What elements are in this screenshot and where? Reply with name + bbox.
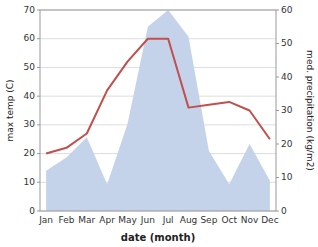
tick-label: 0 — [281, 206, 287, 216]
tick — [37, 211, 40, 212]
grid — [40, 10, 276, 211]
tick — [37, 96, 40, 97]
tick-label: 70 — [24, 5, 36, 15]
tick-label: Sep — [200, 215, 217, 225]
tick-label: 10 — [281, 172, 293, 182]
tick — [276, 10, 279, 11]
precip-area — [46, 10, 270, 211]
tick — [276, 144, 279, 145]
tick — [37, 67, 40, 68]
tick-label: 20 — [281, 139, 293, 149]
tick-label: Oct — [221, 215, 237, 225]
tick — [276, 77, 279, 78]
x-axis-label: date (month) — [121, 232, 195, 243]
tick-label: Jul — [162, 215, 174, 225]
tick-label: Jan — [38, 215, 53, 225]
right-axis: 0 10 20 30 40 50 60 — [276, 5, 293, 216]
tick — [37, 124, 40, 125]
y-axis-label: max temp (C) — [5, 79, 15, 141]
tick-label: 20 — [24, 148, 36, 158]
tick-label: 40 — [24, 91, 36, 101]
tick-label: Apr — [99, 215, 115, 225]
tick — [37, 153, 40, 154]
tick — [276, 211, 279, 212]
tick — [276, 177, 279, 178]
plot-frame — [40, 10, 276, 211]
tick-label: 50 — [281, 38, 293, 48]
tick-label: 30 — [281, 105, 293, 115]
tick-label: Jun — [140, 215, 155, 225]
tick — [37, 38, 40, 39]
tick-label: 60 — [24, 33, 36, 43]
tick — [37, 10, 40, 11]
marks — [46, 10, 270, 211]
tick-label: Mar — [78, 215, 95, 225]
tick-label: 0 — [29, 206, 35, 216]
tick-label: Feb — [58, 215, 74, 225]
tick-label: Nov — [241, 215, 259, 225]
tick-label: 60 — [281, 5, 293, 15]
left-axis: 0 10 20 30 40 50 60 70 — [24, 5, 40, 216]
tick-label: 30 — [24, 119, 36, 129]
temp-line — [46, 39, 270, 154]
tick-label: 10 — [24, 177, 36, 187]
tick-label: Dec — [261, 215, 278, 225]
tick-label: Aug — [180, 215, 198, 225]
tick-label: 40 — [281, 72, 293, 82]
tick-label: May — [118, 215, 137, 225]
x-axis: Jan Feb Mar AprMayJun Jul AugSep Oct NovDec — [38, 215, 278, 225]
tick — [276, 110, 279, 111]
tick-label: 50 — [24, 62, 36, 72]
tick — [37, 182, 40, 183]
chart: 0 10 20 30 40 50 60 70 0 10 20 30 40 50 60 Jan Feb Mar Apr… — [0, 0, 318, 247]
y2-axis-label: med. precipitation (kg/m2) — [305, 50, 315, 171]
tick — [276, 43, 279, 44]
